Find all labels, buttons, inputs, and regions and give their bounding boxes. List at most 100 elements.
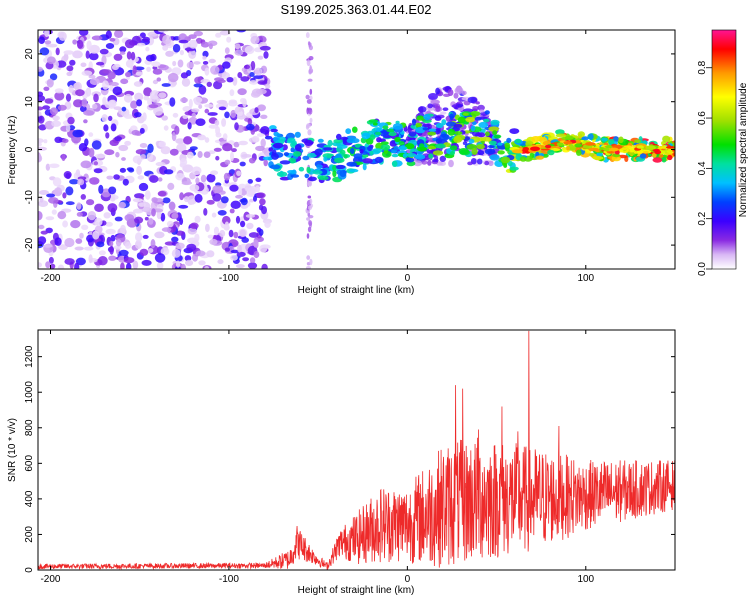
heatmap-cell <box>39 47 50 56</box>
heatmap-cell <box>359 148 364 154</box>
heatmap-cell <box>154 253 166 263</box>
heatmap-cell <box>246 123 255 131</box>
heatmap-cell <box>45 261 51 269</box>
heatmap-cell <box>323 156 328 162</box>
heatmap-cell <box>54 237 62 246</box>
heatmap-cell <box>317 138 324 143</box>
heatmap-cell <box>247 179 253 184</box>
heatmap-cell <box>290 174 300 178</box>
heatmap-cell <box>242 257 250 262</box>
heatmap-cell <box>105 30 112 39</box>
heatmap-cell <box>489 154 500 161</box>
heatmap-cell <box>509 166 519 171</box>
heatmap-cell <box>662 135 671 143</box>
heatmap-cell <box>43 86 50 92</box>
heatmap-cell <box>476 144 485 150</box>
heatmap-cell <box>305 266 311 269</box>
heatmap-cell <box>161 83 171 87</box>
heatmap-cell <box>143 95 149 101</box>
heatmap-cell <box>226 36 232 43</box>
heatmap-cell <box>240 204 249 209</box>
heatmap-cell <box>193 61 201 65</box>
heatmap-cell <box>38 115 45 124</box>
heatmap-cell <box>380 144 391 151</box>
heatmap-cell <box>348 168 359 173</box>
heatmap-cell <box>162 197 171 204</box>
heatmap-cell <box>148 104 159 109</box>
heatmap-cell <box>314 148 323 156</box>
heatmap-cell <box>221 118 227 127</box>
heatmap-cell <box>406 157 415 163</box>
heatmap-cell <box>294 144 302 151</box>
heatmap-cell <box>232 76 238 86</box>
heatmap-cell <box>102 96 107 106</box>
heatmap-cell <box>38 124 47 131</box>
heatmap-cell <box>88 74 96 79</box>
heatmap-cell <box>91 140 102 150</box>
heatmap-cell <box>152 79 158 85</box>
colorbar-tick-label: 0.2 <box>697 211 708 225</box>
heatmap-cell <box>421 160 428 165</box>
heatmap-cell <box>98 184 104 194</box>
heatmap-cell <box>204 108 210 114</box>
heatmap-cell <box>93 161 99 166</box>
heatmap-cell <box>76 39 84 49</box>
heatmap-cell <box>138 182 149 192</box>
heatmap-cell <box>234 49 244 56</box>
heatmap-cell <box>450 151 455 156</box>
heatmap-cell <box>80 194 87 200</box>
heatmap-cell <box>52 177 62 187</box>
heatmap-cell <box>470 125 476 132</box>
heatmap-cell <box>75 89 85 97</box>
heatmap-cell <box>287 137 296 143</box>
heatmap-cell <box>239 229 246 237</box>
heatmap-cell <box>307 78 313 82</box>
heatmap-cell <box>203 151 211 158</box>
heatmap-cell <box>515 138 522 144</box>
heatmap-cell <box>215 32 222 38</box>
heatmap-cell <box>476 158 483 165</box>
heatmap-cell <box>193 30 203 37</box>
heatmap-cell <box>362 163 367 171</box>
snr-plot-area <box>38 330 675 570</box>
heatmap-cell <box>134 216 144 224</box>
heatmap-cell <box>38 95 46 102</box>
heatmap-cell <box>156 262 164 269</box>
heatmap-cell <box>386 128 396 133</box>
heatmap-cell <box>179 217 184 225</box>
heatmap-cell <box>157 30 169 33</box>
snr-panel: -200 -100 0 100 0 200 400 600 800 1000 1200 Heigh… <box>7 329 676 596</box>
heatmap-cell <box>171 212 179 220</box>
heatmap-cell <box>237 244 242 253</box>
heatmap-cell <box>144 216 149 221</box>
heatmap-cell <box>62 192 67 199</box>
heatmap-cell <box>305 32 310 39</box>
heatmap-cell <box>257 55 264 60</box>
heatmap-cell <box>206 250 215 258</box>
heatmap-cell <box>97 256 108 266</box>
heatmap-cell <box>118 201 126 209</box>
heatmap-cell <box>179 192 185 201</box>
heatmap-cell <box>441 119 447 126</box>
heatmap-cell <box>139 248 149 256</box>
heatmap-cell <box>237 72 243 79</box>
heatmap-cell <box>172 112 179 118</box>
heatmap-cell <box>222 61 231 69</box>
heatmap-cell <box>256 227 262 233</box>
x-tick-label: 100 <box>577 574 594 585</box>
heatmap-cell <box>477 104 485 111</box>
heatmap-cell <box>178 204 189 209</box>
heatmap-cell <box>249 80 258 85</box>
heatmap-cell <box>576 149 582 156</box>
heatmap-cell <box>195 250 206 257</box>
heatmap-cell <box>168 201 176 211</box>
colorbar-tick-label: 0.0 <box>697 262 708 276</box>
heatmap-cell <box>80 160 92 169</box>
heatmap-cell <box>86 199 95 206</box>
heatmap-cell <box>651 152 657 158</box>
heatmap-cell <box>180 158 188 166</box>
heatmap-cell <box>395 120 400 124</box>
heatmap-cell <box>219 229 226 238</box>
heatmap-cell <box>260 138 266 148</box>
heatmap-cell <box>91 103 98 110</box>
